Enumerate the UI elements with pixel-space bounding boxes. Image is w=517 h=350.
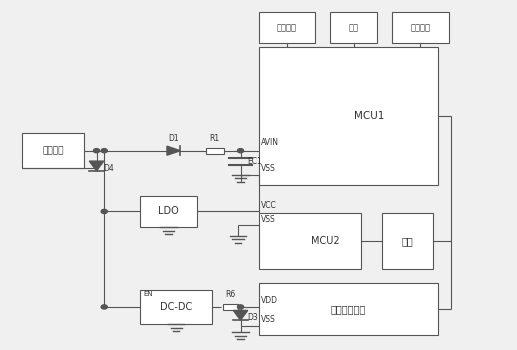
Text: 显示: 显示 — [402, 236, 414, 246]
Text: MCU2: MCU2 — [311, 236, 340, 246]
Text: 无线通讯模块: 无线通讯模块 — [331, 304, 366, 314]
Polygon shape — [233, 310, 248, 320]
Text: VSS: VSS — [261, 164, 276, 173]
Circle shape — [94, 149, 100, 153]
Polygon shape — [89, 161, 104, 171]
Text: VDD: VDD — [261, 296, 278, 305]
Circle shape — [101, 305, 108, 309]
Bar — [382, 213, 433, 269]
Text: VSS: VSS — [261, 315, 276, 324]
Polygon shape — [167, 146, 180, 155]
Text: R1: R1 — [210, 134, 220, 143]
Text: D4: D4 — [104, 163, 114, 173]
Text: LDO: LDO — [158, 206, 179, 216]
Text: VCC: VCC — [261, 201, 276, 210]
Circle shape — [237, 305, 244, 309]
Bar — [206, 148, 223, 154]
Circle shape — [101, 149, 108, 153]
Text: D1: D1 — [169, 134, 179, 143]
Text: DC-DC: DC-DC — [160, 302, 192, 312]
Text: AVIN: AVIN — [261, 138, 279, 147]
Text: EC1: EC1 — [248, 156, 263, 166]
Bar — [140, 196, 197, 227]
Text: EN: EN — [143, 291, 153, 297]
Bar — [140, 289, 212, 324]
Bar — [258, 283, 438, 335]
Text: D3: D3 — [248, 313, 258, 322]
Bar — [392, 12, 449, 43]
Bar — [258, 47, 438, 186]
Bar — [330, 12, 377, 43]
Text: 开关电源: 开关电源 — [42, 146, 64, 155]
Text: 负载驱动: 负载驱动 — [277, 23, 297, 32]
Text: R6: R6 — [225, 290, 235, 299]
Bar — [22, 133, 84, 168]
Bar — [258, 213, 361, 269]
Bar — [258, 12, 315, 43]
Circle shape — [101, 209, 108, 214]
Text: VSS: VSS — [261, 215, 276, 224]
Bar — [222, 304, 238, 310]
Text: 信号采样: 信号采样 — [410, 23, 431, 32]
Text: 按键: 按键 — [348, 23, 359, 32]
Text: MCU1: MCU1 — [354, 111, 384, 121]
Circle shape — [237, 149, 244, 153]
